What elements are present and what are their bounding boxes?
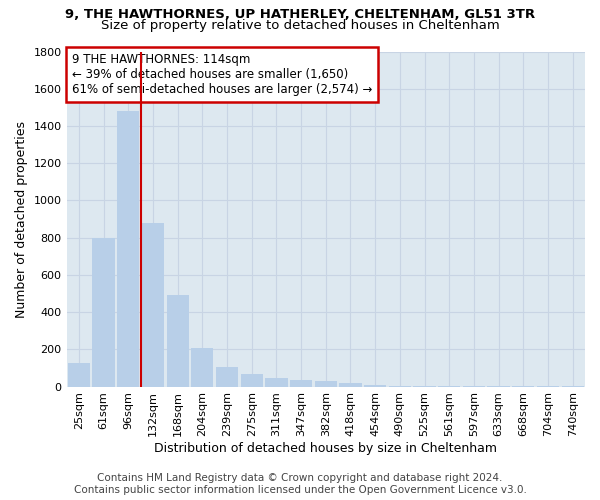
Text: 9 THE HAWTHORNES: 114sqm
← 39% of detached houses are smaller (1,650)
61% of sem: 9 THE HAWTHORNES: 114sqm ← 39% of detach…: [72, 53, 372, 96]
Bar: [92, 238, 115, 386]
Bar: [142, 223, 164, 386]
Bar: [314, 382, 337, 386]
Bar: [340, 383, 362, 386]
Text: Size of property relative to detached houses in Cheltenham: Size of property relative to detached ho…: [101, 19, 499, 32]
X-axis label: Distribution of detached houses by size in Cheltenham: Distribution of detached houses by size …: [154, 442, 497, 455]
Text: Contains HM Land Registry data © Crown copyright and database right 2024.
Contai: Contains HM Land Registry data © Crown c…: [74, 474, 526, 495]
Y-axis label: Number of detached properties: Number of detached properties: [15, 120, 28, 318]
Bar: [241, 374, 263, 386]
Bar: [191, 348, 214, 387]
Bar: [364, 384, 386, 386]
Bar: [265, 378, 287, 386]
Bar: [117, 111, 139, 386]
Bar: [216, 367, 238, 386]
Bar: [167, 296, 189, 386]
Bar: [68, 364, 90, 386]
Text: 9, THE HAWTHORNES, UP HATHERLEY, CHELTENHAM, GL51 3TR: 9, THE HAWTHORNES, UP HATHERLEY, CHELTEN…: [65, 8, 535, 20]
Bar: [290, 380, 312, 386]
